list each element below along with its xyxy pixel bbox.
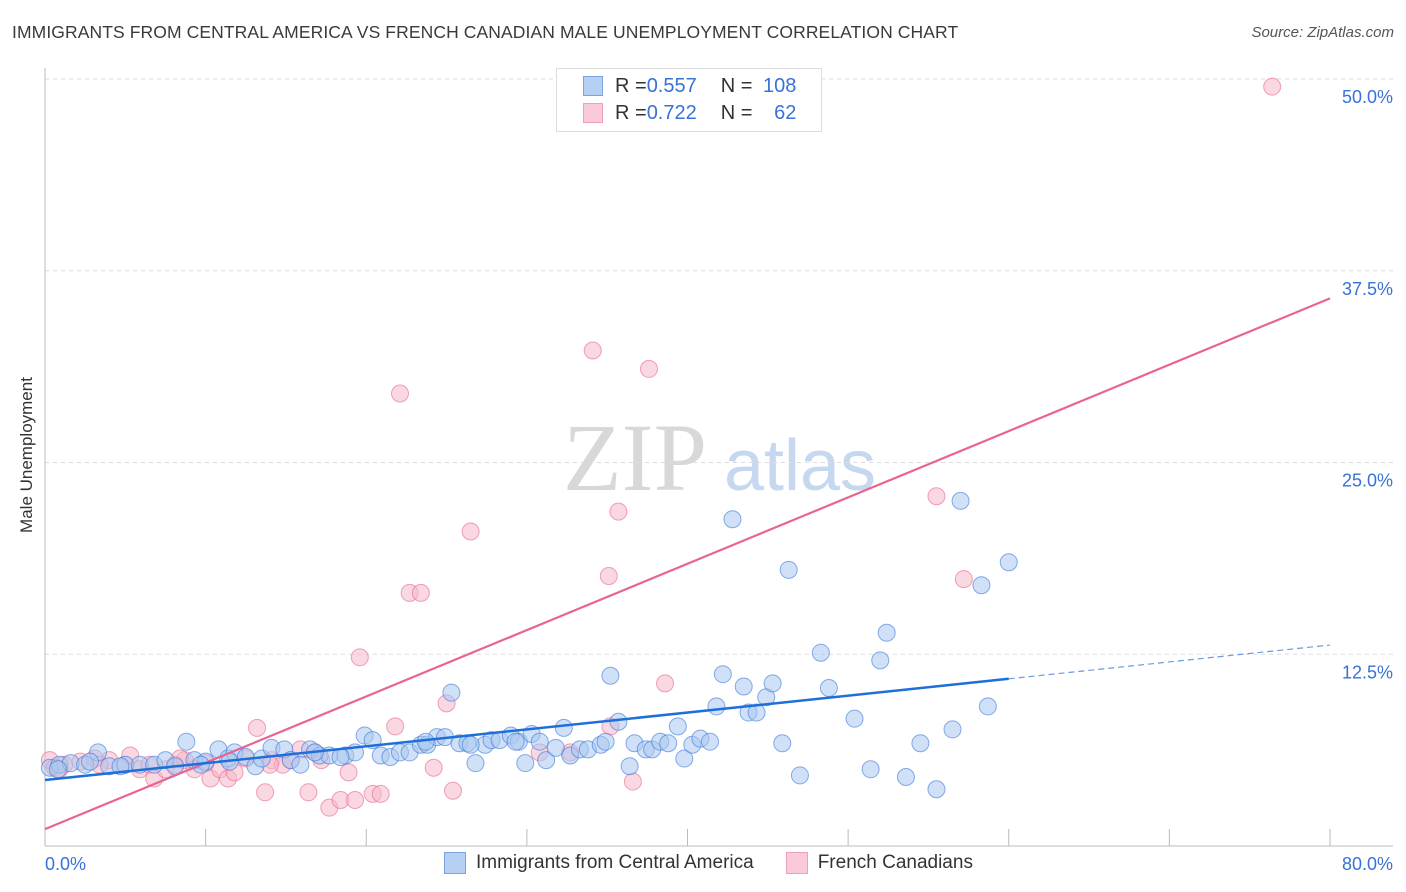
pink-data-point [927, 487, 946, 506]
pink-data-point [609, 502, 628, 521]
pink-data-point [299, 783, 318, 802]
blue-swatch-icon [583, 76, 603, 96]
pink-data-point [954, 570, 973, 589]
blue-data-point [596, 732, 615, 751]
blue-data-point [659, 734, 678, 753]
n-value: 108 [763, 74, 797, 97]
pink-data-point [371, 784, 390, 803]
blue-data-point [723, 510, 742, 529]
blue-data-point [80, 752, 99, 771]
pink-data-point [656, 674, 675, 693]
blue-data-point [713, 665, 732, 684]
legend-row-pink: R = 0.722 N = 62 [583, 100, 796, 126]
pink-data-point [411, 583, 430, 602]
pink-data-point [256, 783, 275, 802]
blue-data-point [861, 760, 880, 779]
blue-data-point [927, 780, 946, 799]
blue-data-point [734, 677, 753, 696]
n-label: N = [720, 101, 753, 124]
blue-data-point [530, 732, 549, 751]
pink-data-point [339, 763, 358, 782]
blue-data-point [779, 560, 798, 579]
blue-data-point [554, 718, 573, 737]
blue-data-point [466, 754, 485, 773]
r-value: 0.722 [646, 101, 697, 124]
watermark-zip: ZIP [563, 404, 707, 511]
blue-data-point [546, 738, 565, 757]
y-tick-label: 37.5% [1342, 279, 1393, 299]
blue-data-point [506, 732, 525, 751]
blue-data-point [763, 674, 782, 693]
pink-data-point [248, 718, 267, 737]
blue-data-point [620, 757, 639, 776]
watermark-atlas: atlas [724, 426, 876, 506]
x-tick-label: 0.0% [45, 854, 86, 874]
blue-data-point [461, 735, 480, 754]
blue-data-point [177, 732, 196, 751]
n-label: N = [720, 74, 753, 97]
blue-data-point [972, 576, 991, 595]
blue-data-point [819, 678, 838, 697]
y-tick-label: 50.0% [1342, 87, 1393, 107]
blue-data-point [48, 760, 67, 779]
pink-data-point [623, 772, 642, 791]
blue-trend-extension [1008, 644, 1331, 680]
blue-data-point [896, 767, 915, 786]
series-legend: Immigrants from Central America French C… [444, 852, 973, 874]
legend-row-blue: R = 0.557 N = 108 [583, 73, 796, 99]
pink-data-point [390, 384, 409, 403]
chart-title: IMMIGRANTS FROM CENTRAL AMERICA VS FRENC… [12, 22, 959, 42]
blue-data-point [790, 766, 809, 785]
blue-data-point [675, 749, 694, 768]
pink-data-point [443, 781, 462, 800]
blue-data-point [999, 553, 1018, 572]
blue-data-point [877, 623, 896, 642]
blue-data-point [911, 734, 930, 753]
blue-data-point [609, 712, 628, 731]
correlation-legend: R = 0.557 N = 108 R = 0.722 N = 62 [556, 68, 822, 132]
blue-data-point [773, 734, 792, 753]
y-tick-label: 12.5% [1342, 662, 1393, 682]
blue-data-point [291, 755, 310, 774]
blue-data-point [845, 709, 864, 728]
r-label: R = [615, 74, 647, 97]
pink-data-point [583, 341, 602, 360]
y-tick-label: 25.0% [1342, 471, 1393, 491]
blue-trend-line [44, 677, 1009, 782]
pink-data-point [599, 567, 618, 586]
legend-label-french-canadians: French Canadians [817, 852, 973, 873]
pink-data-point [1263, 77, 1282, 96]
pink-data-point [461, 522, 480, 541]
blue-data-point [537, 751, 556, 770]
blue-data-point [943, 720, 962, 739]
pink-data-point [346, 790, 365, 809]
pink-data-point [386, 717, 405, 736]
blue-data-point [442, 683, 461, 702]
blue-data-point [331, 748, 350, 767]
source-label: Source: ZipAtlas.com [1251, 24, 1394, 41]
n-value: 62 [774, 101, 797, 124]
legend-label-central-america: Immigrants from Central America [476, 852, 754, 873]
blue-series-swatch-icon [444, 852, 466, 874]
x-tick-label: 80.0% [1342, 854, 1393, 874]
blue-data-point [871, 651, 890, 670]
pink-swatch-icon [583, 103, 603, 123]
blue-data-point [978, 697, 997, 716]
blue-data-point [951, 491, 970, 510]
blue-data-point [668, 717, 687, 736]
blue-data-point [700, 732, 719, 751]
pink-data-point [350, 648, 369, 667]
r-value: 0.557 [646, 74, 697, 97]
blue-data-point [707, 697, 726, 716]
pink-data-point [424, 758, 443, 777]
pink-trend-line [44, 297, 1331, 831]
blue-data-point [516, 754, 535, 773]
pink-data-point [639, 359, 658, 378]
pink-series-swatch-icon [785, 852, 808, 874]
blue-data-point [601, 666, 620, 685]
blue-data-point [811, 643, 830, 662]
r-label: R = [615, 101, 647, 124]
